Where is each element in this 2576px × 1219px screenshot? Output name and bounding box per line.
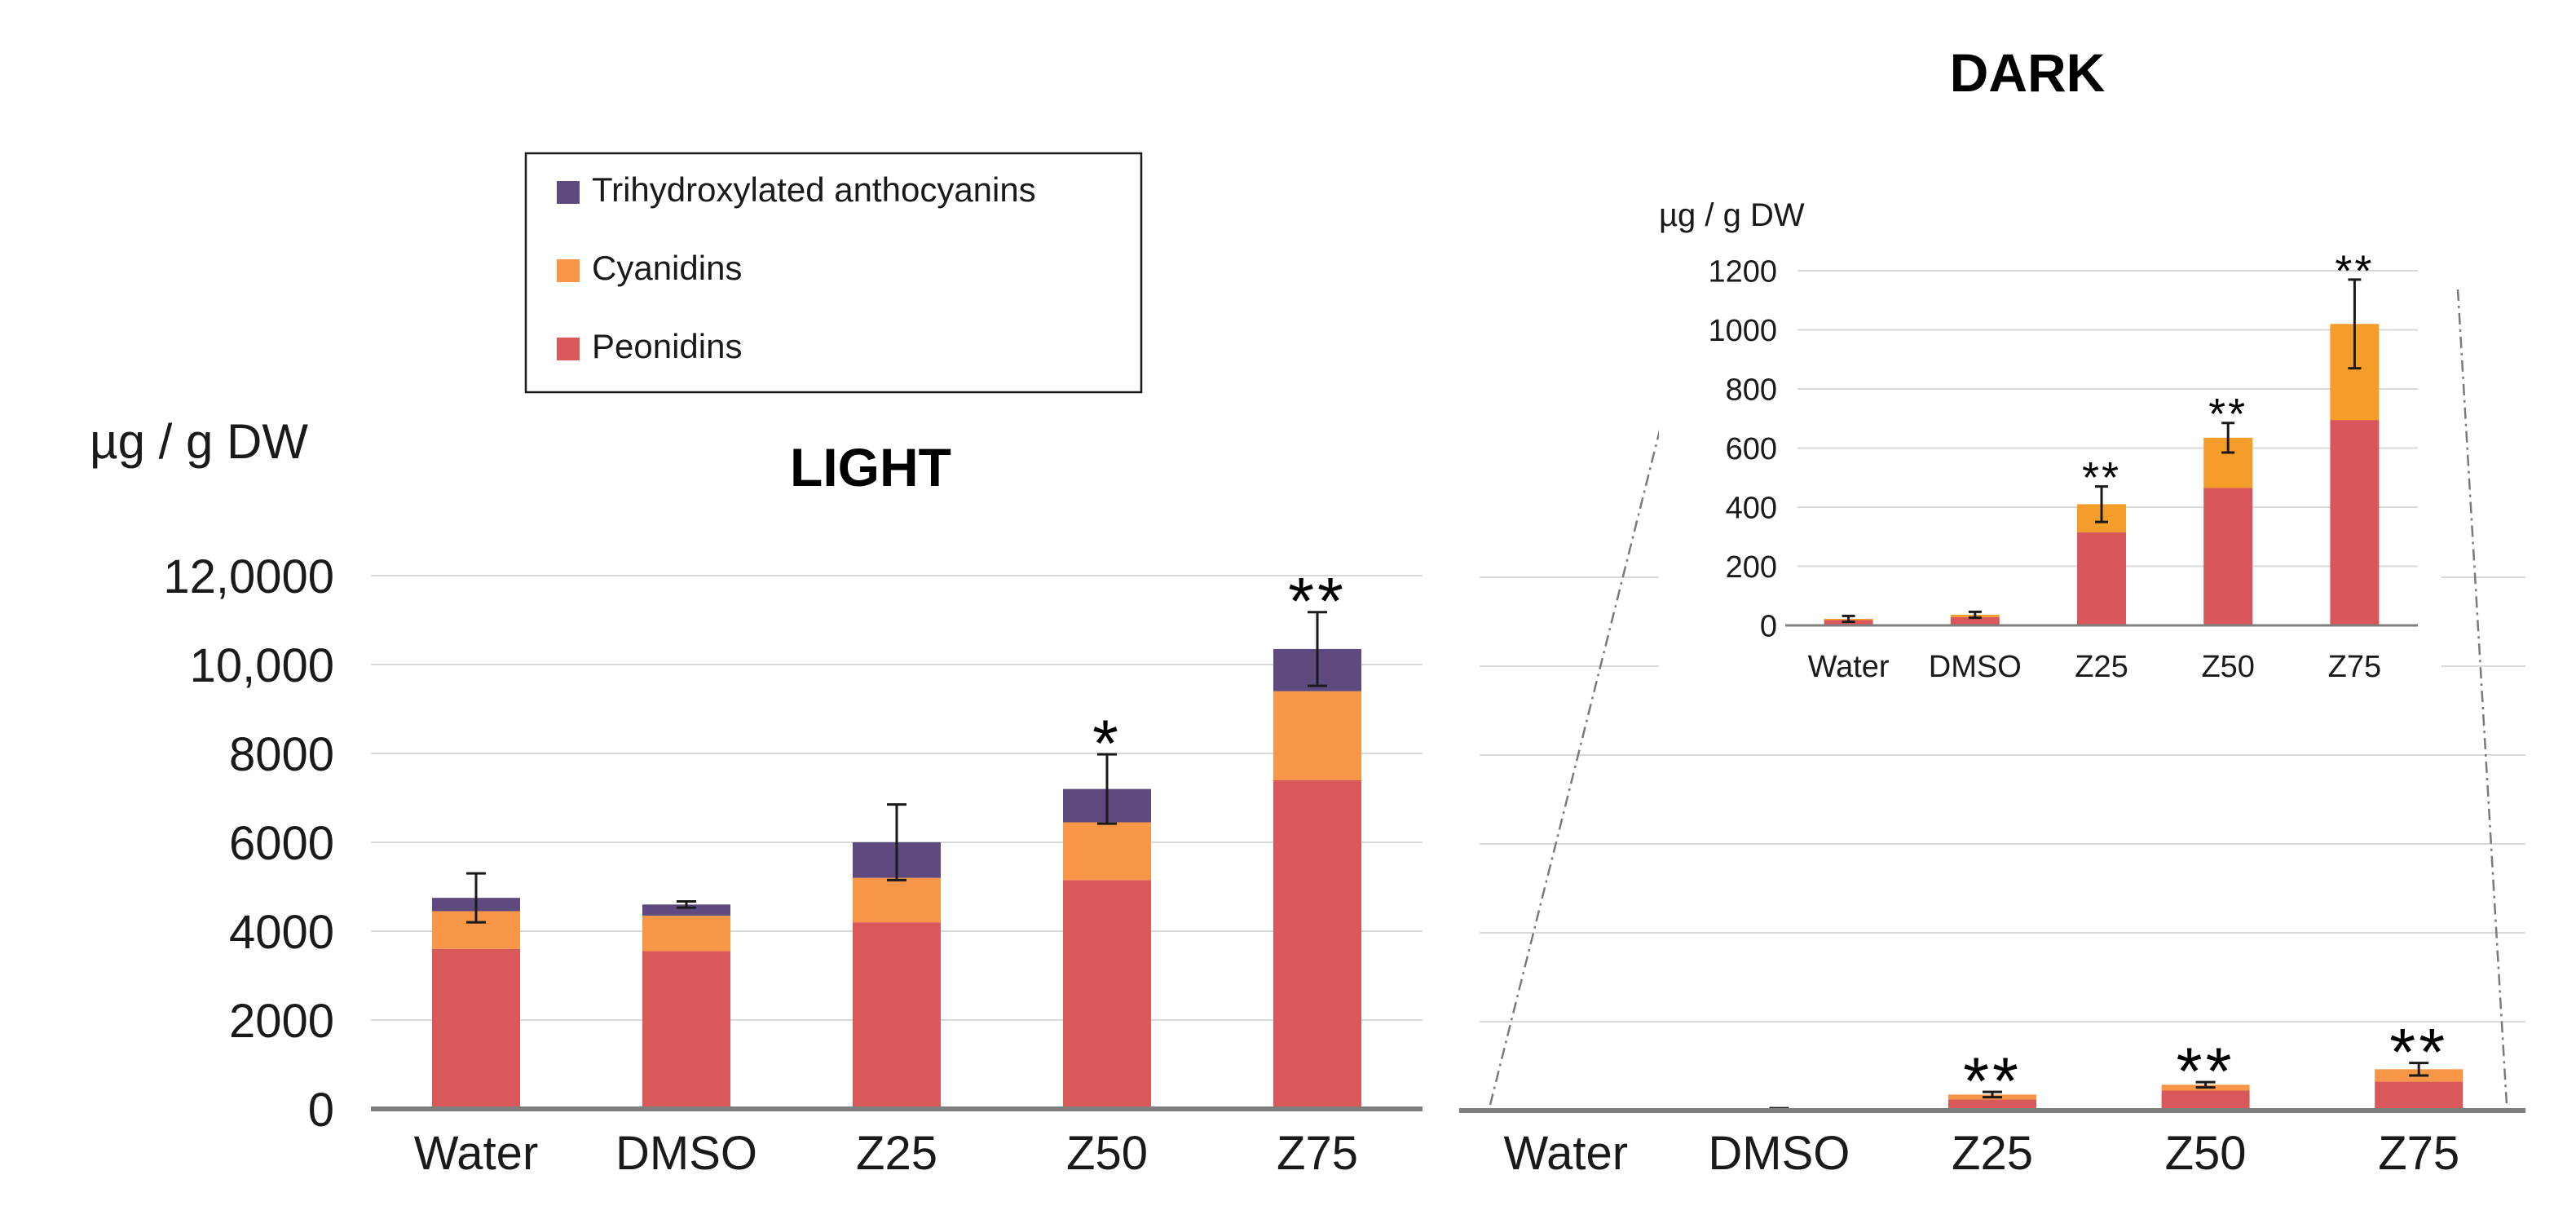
inset-y-tick-label: 200 [1726,550,1777,585]
dark-error-bar-z50 [2195,1080,2216,1089]
inset-y-tick-labels: 0 200 400 600 800 1000 1200 [1708,255,1777,644]
inset-significance-z25: ** [2082,453,2121,502]
light-y-tick-label: 6000 [229,817,334,870]
dark-inset-chart: µg / g DW 0 200 400 600 800 1000 1200 ** ** ** W… [1659,183,2441,697]
inset-error-bar-z75 [2348,278,2362,370]
inset-error-bar-dmso [1968,610,1982,620]
inset-bar-peonidins-z25 [2077,532,2126,625]
zoom-guide-left [1489,407,1667,1106]
inset-error-bar-z50 [2221,422,2235,454]
light-error-bar-z50 [1097,753,1117,825]
inset-y-axis-label: µg / g DW [1659,197,1805,233]
dark-bar-peonidins-z50 [2161,1090,2250,1111]
inset-bar-peonidins-dmso [1950,616,2000,625]
inset-bar-peonidins-z75 [2330,420,2380,625]
legend-label-trihydroxylated: Trihydroxylated anthocyanins [592,170,1036,209]
light-x-tick-labels: Water DMSO Z25 Z50 Z75 [414,1127,1358,1180]
inset-x-tick-label: Water [1808,650,1890,684]
dark-x-tick-label: Z75 [2378,1127,2459,1180]
inset-significance-z75: ** [2335,246,2374,295]
inset-x-tick-label: Z25 [2075,650,2128,684]
legend-label-peonidins: Peonidins [592,327,742,365]
dark-chart: DARK ** ** ** Water DMSO Z25 Z50 Z75 [1459,42,2525,1180]
light-y-tick-label: 8000 [229,728,334,781]
light-y-tick-label: 12,0000 [163,550,334,603]
legend-label-cyanidins: Cyanidins [592,249,742,287]
dark-x-tick-label: DMSO [1708,1127,1850,1180]
light-x-tick-label: Water [414,1127,539,1180]
light-chart-title: LIGHT [790,437,951,497]
light-x-tick-label: Z75 [1277,1127,1358,1180]
inset-y-tick-label: 800 [1726,373,1777,408]
inset-x-tick-label: Z75 [2328,650,2381,684]
light-bar-peonidins-water [432,948,520,1109]
legend: Trihydroxylated anthocyanins Cyanidins P… [524,152,1143,394]
inset-y-tick-label: 600 [1726,432,1777,466]
light-x-tick-label: DMSO [615,1127,757,1180]
dark-significance-z25: ** [1963,1045,2022,1119]
inset-x-tick-labels: Water DMSO Z25 Z50 Z75 [1808,650,2382,684]
inset-significance-z50: ** [2208,390,2247,439]
legend-swatch-peonidins [557,338,580,360]
light-bars: *** [432,565,1361,1109]
light-bar-trihydroxylated-anthocyanins-dmso [642,904,730,916]
light-x-tick-label: Z50 [1066,1127,1148,1180]
legend-swatch-cyanidins [557,259,580,282]
light-bar-cyanidins-dmso [642,915,730,952]
light-error-bar-water [466,872,486,924]
dark-error-bar-z75 [2409,1062,2429,1077]
light-y-axis-label: µg / g DW [90,414,308,469]
light-error-bar-z75 [1308,611,1327,687]
light-y-tick-label: 4000 [229,906,334,959]
light-error-bar-dmso [677,899,696,909]
light-bar-cyanidins-z25 [853,877,941,923]
inset-error-bar-z25 [2095,485,2108,523]
light-bar-peonidins-z25 [853,922,941,1109]
dark-significance-z75: ** [2389,1016,2448,1090]
dark-x-tick-label: Z50 [2165,1127,2247,1180]
dark-bar-peonidins-z25 [1948,1099,2036,1111]
dark-x-tick-label: Z25 [1952,1127,2033,1180]
light-bar-cyanidins-z75 [1273,691,1361,780]
light-bar-peonidins-z50 [1063,880,1151,1109]
inset-x-tick-label: DMSO [1929,650,2022,684]
inset-background [1659,183,2441,697]
inset-error-bar-water [1842,614,1855,624]
legend-box [524,152,1143,394]
light-y-tick-label: 2000 [229,995,334,1048]
inset-bars: ** ** ** [1824,246,2380,625]
legend-swatch-trihydroxylated [557,181,580,204]
inset-y-tick-label: 400 [1726,492,1777,526]
inset-y-tick-label: 0 [1760,610,1777,644]
light-x-tick-label: Z25 [856,1127,937,1180]
dark-chart-title: DARK [1950,42,2106,103]
light-y-tick-label: 10,000 [190,639,334,692]
dark-bar-peonidins-z75 [2375,1081,2464,1111]
inset-x-tick-label: Z50 [2201,650,2254,684]
inset-y-tick-label: 1200 [1708,255,1777,289]
dark-significance-z50: ** [2177,1035,2235,1109]
dark-error-bar-z25 [1983,1090,2002,1099]
zoom-guide-right [2456,289,2508,1106]
light-error-bar-z25 [887,803,906,881]
light-bar-peonidins-z75 [1273,780,1361,1109]
light-chart: µg / g DW LIGHT 0 2000 4000 6000 8000 10,000 1… [90,414,1423,1180]
inset-bar-peonidins-z50 [2203,488,2253,625]
dark-x-tick-labels: Water DMSO Z25 Z50 Z75 [1504,1127,2460,1180]
light-bar-peonidins-dmso [642,951,730,1109]
light-bar-cyanidins-z50 [1063,822,1151,881]
dark-x-tick-label: Water [1504,1127,1629,1180]
light-y-tick-label: 0 [308,1084,334,1137]
inset-y-tick-label: 1000 [1708,314,1777,348]
light-y-tick-labels: 0 2000 4000 6000 8000 10,000 12,0000 [163,550,334,1137]
light-significance-z75: ** [1288,565,1347,639]
light-significance-z50: * [1092,707,1122,781]
